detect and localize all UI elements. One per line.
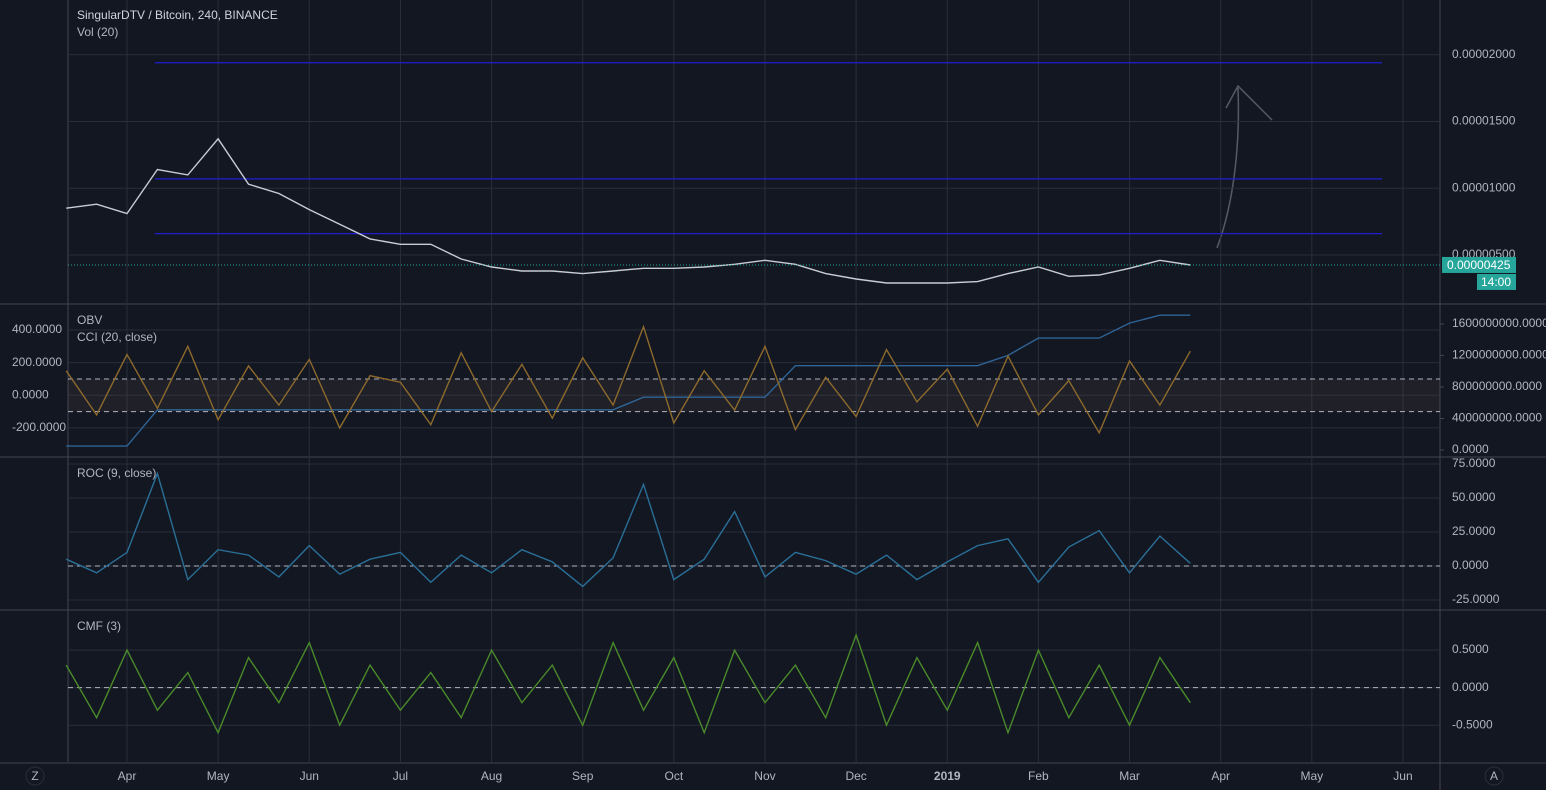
y-tick-label: -0.5000 xyxy=(1452,717,1493,731)
y-tick-label: -200.0000 xyxy=(12,420,66,434)
x-tick-label: Aug xyxy=(481,769,502,783)
y-tick-label: 400.0000 xyxy=(12,322,62,336)
x-tick-label: Jun xyxy=(300,769,319,783)
x-tick-label: Apr xyxy=(118,769,137,783)
countdown-box xyxy=(1477,273,1516,290)
y2-tick-label: 1200000000.0000 xyxy=(1452,348,1546,362)
band-fill xyxy=(68,378,1440,412)
y2-tick-label: 0.0000 xyxy=(1452,442,1489,456)
y-tick-label: 0.0000 xyxy=(1452,558,1489,572)
series-line xyxy=(65,324,1191,435)
x-tick-label: May xyxy=(207,769,230,783)
x-tick-label: Nov xyxy=(754,769,775,783)
last-price-label: 0.00000425 xyxy=(1447,258,1511,272)
series-line xyxy=(66,137,1191,284)
x-tick-label: Oct xyxy=(665,769,684,783)
y-tick-label: 200.0000 xyxy=(12,355,62,369)
x-tick-label: Mar xyxy=(1119,769,1140,783)
y2-tick-label: 800000000.0000 xyxy=(1452,379,1542,393)
x-tick-label: Dec xyxy=(845,769,866,783)
button[interactable] xyxy=(25,766,45,786)
series-line xyxy=(65,471,1191,588)
button-label[interactable]: Z xyxy=(31,769,38,783)
last-price-box xyxy=(1442,256,1516,273)
y-tick-label: 0.00002000 xyxy=(1452,47,1516,61)
x-tick-label: 2019 xyxy=(934,769,961,783)
button-label[interactable]: A xyxy=(1490,769,1498,783)
y-tick-label: 50.0000 xyxy=(1452,490,1496,504)
countdown: 14:00 xyxy=(1481,275,1511,289)
series-line xyxy=(66,314,1191,447)
y-tick-label: 0.0000 xyxy=(12,387,49,401)
y-tick-label: 0.5000 xyxy=(1452,642,1489,656)
y2-tick-label: 400000000.0000 xyxy=(1452,411,1542,425)
y-tick-label: 0.00001000 xyxy=(1452,180,1516,194)
x-tick-label: Jun xyxy=(1393,769,1412,783)
y-tick-label: 25.0000 xyxy=(1452,524,1496,538)
series-line xyxy=(65,632,1191,735)
legend-entry: CCI (20, close) xyxy=(77,330,157,344)
x-tick-label: May xyxy=(1300,769,1323,783)
x-tick-label: Feb xyxy=(1028,769,1049,783)
y-tick-label: 75.0000 xyxy=(1452,456,1496,470)
chart-title: SingularDTV / Bitcoin, 240, BINANCE xyxy=(77,8,278,22)
legend-entry: OBV xyxy=(77,313,102,327)
x-tick-label: Jul xyxy=(393,769,408,783)
y-tick-label: 0.00001500 xyxy=(1452,114,1516,128)
drawn-arrow xyxy=(1216,84,1273,249)
y-tick-label: -25.0000 xyxy=(1452,592,1500,606)
legend-entry: ROC (9, close) xyxy=(77,466,156,480)
x-tick-label: Apr xyxy=(1211,769,1230,783)
chart-subtitle: Vol (20) xyxy=(77,25,118,39)
y2-tick-label: 1600000000.0000 xyxy=(1452,316,1546,330)
x-tick-label: Sep xyxy=(572,769,594,783)
y-tick-label: 0.0000 xyxy=(1452,680,1489,694)
button[interactable] xyxy=(1484,766,1504,786)
legend-entry: CMF (3) xyxy=(77,619,121,633)
